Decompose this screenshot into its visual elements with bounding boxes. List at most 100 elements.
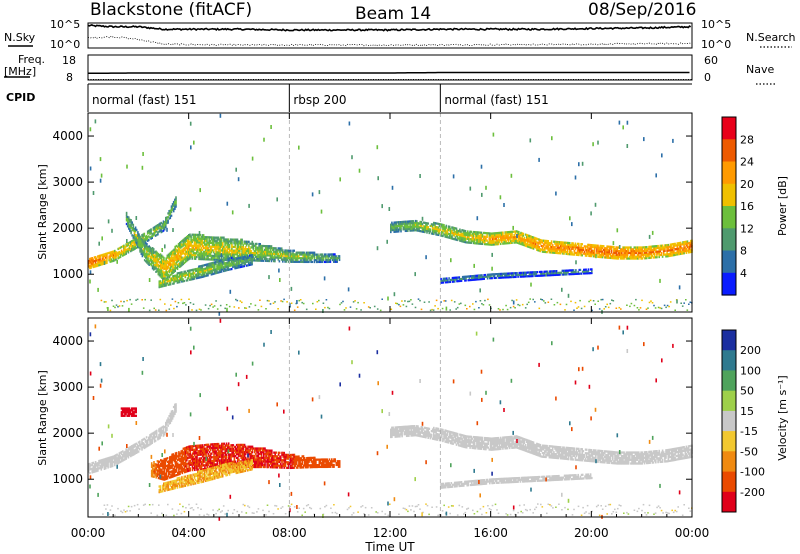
echo-cell	[160, 261, 163, 265]
echo-cell	[158, 272, 161, 275]
echo-cell	[248, 244, 250, 247]
echo-cell	[473, 238, 476, 241]
ground-scatter-cell	[597, 300, 599, 302]
echo-cell	[304, 258, 307, 262]
echo-cell	[192, 248, 195, 251]
echo-cell	[141, 240, 144, 243]
echo-cell	[241, 242, 243, 245]
ground-scatter-cell	[168, 308, 171, 310]
echo-speckle	[499, 195, 502, 200]
ground-scatter-cell	[219, 304, 222, 307]
echo-cell	[127, 247, 130, 250]
echo-cell	[168, 256, 171, 259]
echo-cell	[309, 257, 311, 260]
ground-scatter-cell	[688, 303, 690, 305]
echo-cell	[228, 251, 231, 254]
echo-cell	[438, 232, 441, 235]
echo-cell	[176, 253, 179, 256]
echo-cell	[605, 247, 607, 250]
echo-cell	[235, 247, 238, 250]
echo-cell	[436, 228, 438, 231]
ground-scatter-cell	[216, 308, 219, 310]
echo-cell	[457, 276, 459, 279]
echo-cell	[158, 270, 161, 273]
echo-cell	[219, 249, 222, 252]
echo-cell	[549, 243, 552, 247]
echo-cell	[493, 232, 495, 235]
echo-cell	[213, 256, 215, 259]
echo-cell	[186, 277, 189, 280]
echo-cell	[250, 261, 252, 264]
echo-cell	[233, 256, 235, 260]
echo-cell	[176, 281, 179, 284]
ground-scatter-cell	[481, 303, 483, 305]
echo-cell	[474, 231, 477, 234]
echo-cell	[480, 274, 482, 277]
echo-cell	[286, 251, 289, 254]
echo-cell	[188, 256, 190, 259]
echo-cell	[135, 234, 138, 237]
echo-cell	[596, 250, 598, 253]
echo-cell	[200, 235, 203, 239]
echo-cell	[565, 252, 568, 255]
echo-cell	[578, 252, 580, 255]
echo-cell	[549, 251, 552, 254]
echo-cell	[479, 240, 482, 243]
echo-cell	[588, 254, 590, 258]
echo-cell	[501, 276, 504, 279]
echo-cell	[480, 231, 483, 234]
echo-cell	[167, 257, 170, 260]
echo-cell	[224, 264, 226, 267]
echo-cell	[461, 229, 463, 232]
ground-scatter-cell	[659, 307, 661, 309]
echo-cell	[599, 254, 602, 257]
echo-cell	[284, 258, 286, 261]
echo-cell	[430, 232, 433, 235]
echo-cell	[290, 260, 292, 263]
echo-cell	[150, 258, 153, 261]
echo-cell	[330, 257, 333, 260]
echo-cell	[147, 247, 149, 251]
echo-cell	[535, 239, 537, 242]
echo-cell	[545, 241, 547, 244]
ground-scatter-cell	[302, 302, 305, 305]
echo-cell	[447, 232, 450, 235]
echo-cell	[508, 236, 511, 239]
echo-cell	[425, 227, 427, 230]
ground-scatter-cell	[126, 299, 128, 302]
echo-cell	[448, 233, 451, 236]
echo-cell	[244, 251, 247, 254]
echo-cell	[134, 247, 136, 250]
echo-cell	[141, 236, 143, 239]
echo-cell	[279, 247, 282, 250]
echo-cell	[501, 274, 504, 277]
echo-cell	[250, 242, 252, 245]
echo-cell	[210, 245, 213, 248]
echo-cell	[294, 253, 297, 256]
echo-cell	[160, 260, 163, 263]
echo-cell	[687, 249, 690, 252]
echo-cell	[576, 253, 579, 257]
echo-cell	[593, 255, 596, 258]
echo-cell	[391, 227, 393, 230]
echo-cell	[599, 244, 602, 248]
echo-cell	[525, 233, 528, 237]
echo-cell	[540, 239, 543, 242]
echo-cell	[130, 221, 132, 224]
echo-cell	[567, 253, 570, 256]
echo-cell	[441, 234, 443, 237]
cpid-label: CPID	[6, 91, 35, 104]
echo-cell	[429, 228, 432, 231]
echo-cell	[542, 248, 545, 252]
echo-cell	[162, 270, 164, 273]
ground-scatter-cell	[402, 304, 405, 306]
echo-cell	[484, 237, 486, 240]
echo-cell	[155, 263, 157, 266]
echo-cell	[394, 228, 397, 232]
echo-cell	[211, 263, 214, 267]
echo-cell	[604, 250, 606, 253]
echo-cell	[282, 253, 284, 256]
echo-cell	[513, 239, 515, 242]
echo-cell	[676, 249, 679, 252]
echo-cell	[658, 255, 660, 259]
